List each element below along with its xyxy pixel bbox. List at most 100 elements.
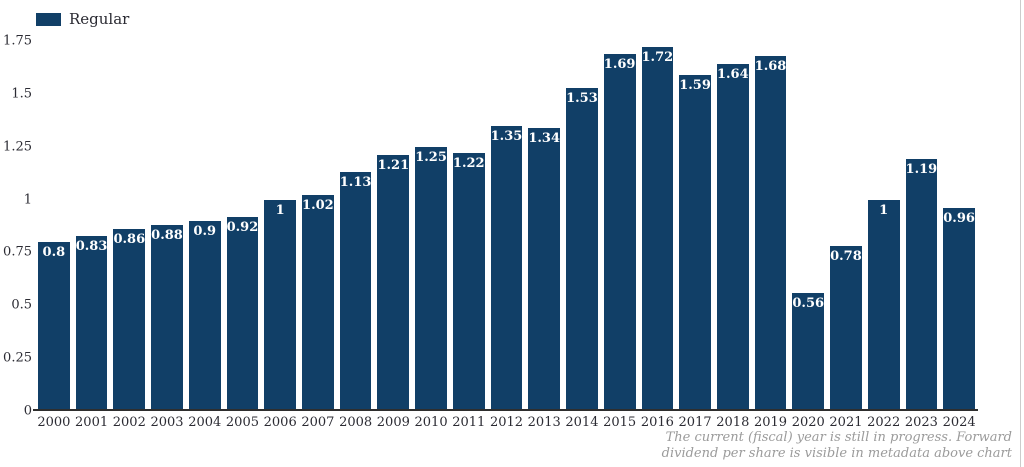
- bar-2015[interactable]: 1.69: [603, 53, 636, 411]
- bar-slot-2007: 1.02: [299, 41, 337, 411]
- bar-slot-2015: 1.69: [601, 41, 639, 411]
- legend-item-regular[interactable]: Regular: [36, 10, 129, 28]
- bar-2018[interactable]: 1.64: [716, 64, 749, 411]
- bar-2008[interactable]: 1.13: [339, 172, 372, 411]
- bar-2002[interactable]: 0.86: [113, 229, 146, 411]
- bar-chart-plot: 0.8 0.83 0.86 0.88 0.9 0.92 1 1.02 1.13 1.21 1.25 1…: [35, 41, 978, 411]
- bar-value-label: 1.53: [566, 90, 598, 106]
- bar-2023[interactable]: 1.19: [905, 159, 938, 411]
- bar-2019[interactable]: 1.68: [754, 55, 787, 411]
- x-axis-label-2007: 2007: [301, 415, 335, 430]
- x-axis-label-2002: 2002: [112, 415, 146, 430]
- bar-slot-2018: 1.64: [714, 41, 752, 411]
- y-axis: 0 0.25 0.5 0.75 1 1.25 1.5 1.75: [0, 35, 32, 418]
- bar-value-label: 0.8: [42, 244, 66, 260]
- x-axis-label-2011: 2011: [452, 415, 486, 430]
- bar-2009[interactable]: 1.21: [377, 155, 410, 411]
- bar-slot-2006: 1: [261, 41, 299, 411]
- bar-value-label: 1.22: [452, 156, 485, 172]
- bar-value-label: 1.13: [339, 175, 372, 191]
- bar-2006[interactable]: 1: [264, 199, 297, 411]
- x-axis-label-2023: 2023: [904, 415, 938, 430]
- bar-value-label: 0.86: [113, 232, 146, 248]
- right-border-line: [1020, 0, 1021, 467]
- x-axis-label-2012: 2012: [489, 415, 524, 430]
- bar-value-label: 0.9: [193, 223, 217, 239]
- x-axis: 2000 2001 2002 2003 2004 2005 2006 2007 2008 2009…: [35, 416, 978, 429]
- x-axis-label-2019: 2019: [753, 415, 788, 430]
- bar-value-label: 1.19: [905, 162, 938, 178]
- x-axis-label-2006: 2006: [263, 415, 297, 430]
- y-tick-label: 1.75: [3, 33, 32, 49]
- bar-value-label: 1: [275, 202, 285, 218]
- x-axis-label-2004: 2004: [188, 415, 222, 430]
- bar-2012[interactable]: 1.35: [490, 125, 523, 411]
- bar-slot-2001: 0.83: [73, 41, 111, 411]
- x-axis-label-2013: 2013: [527, 415, 561, 430]
- x-axis-label-2001: 2001: [75, 415, 109, 430]
- bar-2004[interactable]: 0.9: [188, 220, 221, 411]
- bar-2005[interactable]: 0.92: [226, 216, 259, 411]
- bar-2003[interactable]: 0.88: [151, 224, 183, 411]
- bar-value-label: 1.64: [716, 67, 749, 83]
- legend-label: Regular: [69, 10, 130, 28]
- bar-value-label: 1: [879, 202, 889, 218]
- bar-2010[interactable]: 1.25: [415, 146, 447, 411]
- bar-value-label: 0.56: [792, 295, 825, 311]
- bar-slot-2024: 0.96: [940, 41, 978, 411]
- bar-2017[interactable]: 1.59: [679, 74, 711, 411]
- bar-slot-2019: 1.68: [752, 41, 790, 411]
- bar-slot-2009: 1.21: [374, 41, 412, 411]
- footer-note-line1: The current (fiscal) year is still in pr…: [665, 430, 1012, 445]
- bar-slot-2005: 0.92: [224, 41, 262, 411]
- bar-slot-2008: 1.13: [337, 41, 375, 411]
- x-axis-label-2009: 2009: [376, 415, 410, 430]
- x-axis-label-2015: 2015: [603, 415, 637, 430]
- bar-slot-2022: 1: [865, 41, 903, 411]
- bar-slot-2002: 0.86: [110, 41, 148, 411]
- bar-slot-2014: 1.53: [563, 41, 601, 411]
- x-axis-label-2003: 2003: [150, 415, 184, 430]
- bar-2000[interactable]: 0.8: [38, 241, 70, 411]
- bar-2013[interactable]: 1.34: [528, 127, 561, 411]
- x-axis-label-2022: 2022: [867, 415, 901, 430]
- bar-value-label: 1.34: [528, 130, 561, 146]
- bar-value-label: 1.25: [415, 149, 447, 165]
- bar-2014[interactable]: 1.53: [566, 87, 598, 411]
- bar-slot-2003: 0.88: [148, 41, 186, 411]
- bar-slot-2020: 0.56: [789, 41, 827, 411]
- bar-2001[interactable]: 0.83: [75, 235, 108, 411]
- bar-2024[interactable]: 0.96: [943, 208, 975, 411]
- bar-value-label: 0.83: [75, 238, 108, 254]
- bar-value-label: 0.88: [151, 227, 183, 243]
- x-axis-line: [33, 409, 978, 411]
- bar-value-label: 0.92: [226, 219, 259, 235]
- bar-slot-2011: 1.22: [450, 41, 488, 411]
- y-tick-label: 0.25: [3, 350, 32, 366]
- x-axis-label-2020: 2020: [791, 415, 825, 430]
- bar-value-label: 1.72: [641, 50, 674, 66]
- bar-slot-2000: 0.8: [35, 41, 73, 411]
- footer-note: The current (fiscal) year is still in pr…: [662, 430, 1012, 462]
- bar-2016[interactable]: 1.72: [641, 47, 674, 411]
- x-axis-label-2024: 2024: [942, 415, 976, 430]
- bar-value-label: 1.35: [490, 128, 523, 144]
- bar-2020[interactable]: 0.56: [792, 292, 825, 411]
- bar-slot-2010: 1.25: [412, 41, 450, 411]
- bar-2021[interactable]: 0.78: [830, 246, 862, 411]
- bar-value-label: 1.02: [302, 198, 334, 214]
- x-axis-label-2000: 2000: [37, 415, 71, 430]
- x-axis-label-2008: 2008: [339, 415, 373, 430]
- y-tick-label: 1.25: [3, 139, 32, 155]
- bar-2022[interactable]: 1: [867, 199, 900, 411]
- bar-2007[interactable]: 1.02: [302, 195, 334, 411]
- x-axis-label-2010: 2010: [414, 415, 448, 430]
- x-axis-label-2021: 2021: [829, 415, 863, 430]
- bar-2011[interactable]: 1.22: [452, 153, 485, 411]
- bar-value-label: 1.59: [679, 77, 711, 93]
- bar-slot-2013: 1.34: [525, 41, 563, 411]
- y-tick-label: 1.5: [11, 86, 32, 102]
- bar-slot-2017: 1.59: [676, 41, 714, 411]
- bar-value-label: 1.21: [377, 158, 410, 174]
